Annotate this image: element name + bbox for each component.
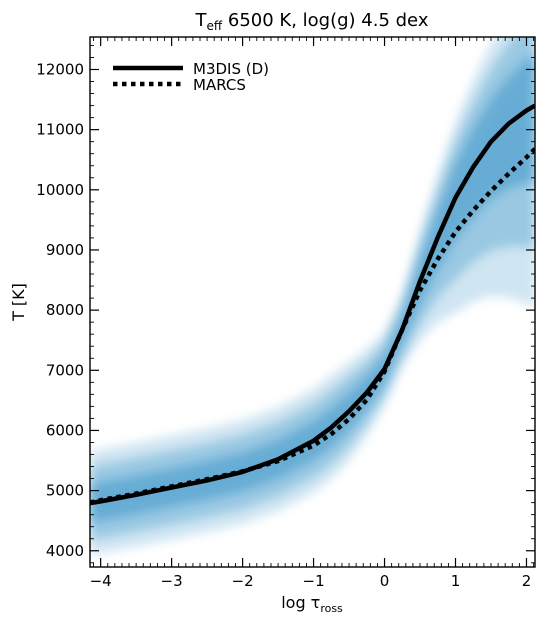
y-axis-label: T [K] [9,283,28,322]
chart-title-subscript: eff [207,19,223,33]
x-tick-label: −2 [232,572,254,590]
x-axis-label-subscript: ross [320,602,343,615]
legend: M3DIS (D) MARCS [113,60,269,94]
y-tick-label: 10000 [36,181,84,199]
x-tick-label: 0 [380,572,390,590]
x-axis-label-prefix: log τ [281,593,320,612]
y-tick-label: 8000 [46,301,84,319]
x-tick-label: 1 [451,572,461,590]
y-tick-label: 5000 [46,482,84,500]
y-tick-label: 12000 [36,60,84,78]
density-core-band [90,53,535,523]
chart-title: Teff 6500 K, log(g) 4.5 dex [195,10,429,33]
density-cloud [90,37,535,556]
y-tick-label: 11000 [36,121,84,139]
y-tick-label: 4000 [46,542,84,560]
legend-label-m3dis: M3DIS (D) [193,60,269,78]
x-tick-label: −3 [161,572,183,590]
x-axis-label: log τross [281,593,343,615]
y-tick-label: 9000 [46,241,84,259]
chart-title-suffix: 6500 K, log(g) 4.5 dex [222,10,429,31]
x-tick-label: 2 [522,572,532,590]
x-tick-label: −4 [90,572,112,590]
series-line-m3dis [90,103,535,506]
chart-title-prefix: T [195,10,208,31]
y-tick-label: 6000 [46,421,84,439]
axis-ticks: −4 −3 −2 −1 0 1 2 4000 5000 6000 7000 8000 9000 10000… [36,37,535,590]
legend-label-marcs: MARCS [193,76,246,94]
y-tick-label: 7000 [46,361,84,379]
plot-frame [89,36,536,568]
series-lines [90,103,535,506]
x-tick-label: −1 [303,572,325,590]
